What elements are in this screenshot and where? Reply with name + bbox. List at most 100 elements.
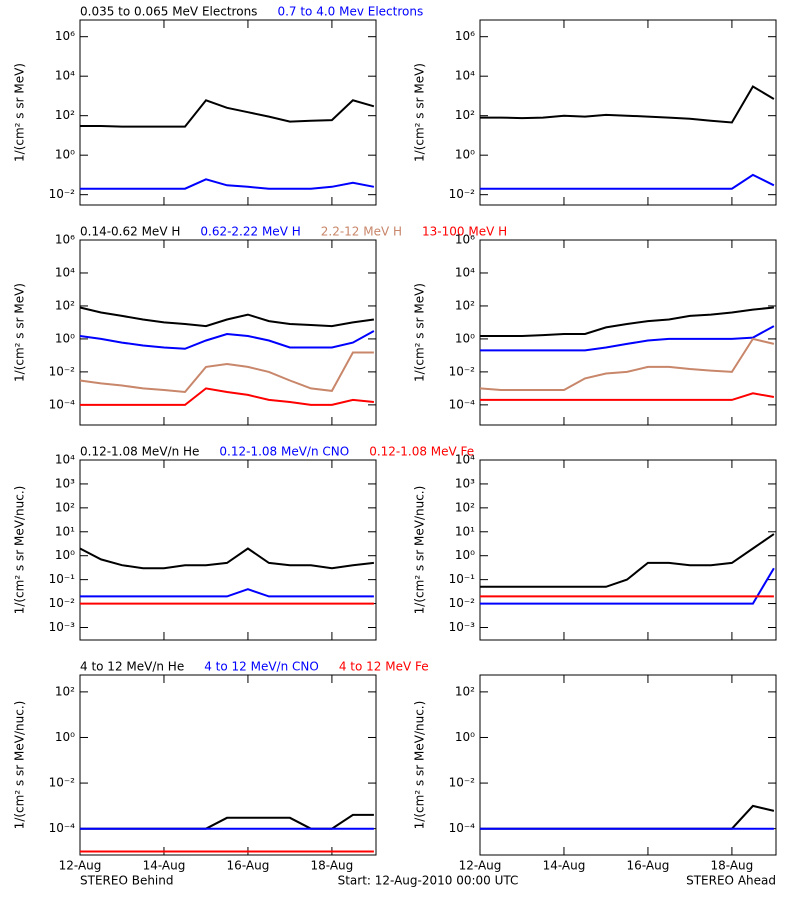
y-tick-label: 10² (55, 500, 75, 514)
y-tick-label: 10⁰ (455, 148, 475, 162)
x-tick-label: 14-Aug (543, 859, 586, 873)
legend-entry: 0.035 to 0.065 MeV Electrons (80, 5, 257, 19)
y-tick-label: 10⁰ (455, 548, 475, 562)
series-line (80, 387, 374, 406)
y-axis-label: 1/(cm² s sr MeV/nuc.) (413, 486, 427, 615)
series-line (480, 567, 775, 605)
series-line (480, 325, 775, 352)
footer-center: Start: 12-Aug-2010 00:00 UTC (338, 874, 519, 888)
y-tick-label: 10⁻² (449, 187, 476, 201)
series-line (480, 392, 775, 401)
y-tick-label: 10⁴ (55, 265, 75, 279)
plot-frame (479, 19, 777, 206)
y-axis-label: 1/(cm² s sr MeV) (413, 63, 427, 162)
y-tick-label: 10² (55, 684, 75, 698)
series-line (480, 306, 774, 337)
plot-frame (479, 459, 777, 641)
series-line (80, 813, 374, 830)
y-tick-label: 10⁻⁴ (449, 821, 476, 835)
legend-entry: 0.12-1.08 MeV/n He (80, 445, 199, 459)
y-tick-label: 10⁻³ (449, 620, 476, 634)
y-tick-label: 10² (455, 298, 475, 312)
legend-entry: 0.12-1.08 MeV/n CNO (219, 445, 349, 459)
y-tick-label: 10¹ (455, 524, 475, 538)
y-tick-label: 10⁻² (49, 776, 76, 790)
legend-entry: 4 to 12 MeV Fe (339, 660, 429, 674)
y-tick-label: 10⁶ (55, 29, 75, 43)
plot-frame (479, 674, 777, 856)
x-tick-label: 12-Aug (459, 859, 502, 873)
y-tick-label: 10² (55, 298, 75, 312)
plot-frame (79, 674, 377, 856)
legend-entry: 0.7 to 4.0 Mev Electrons (277, 5, 423, 19)
y-tick-label: 10⁻¹ (49, 572, 76, 586)
y-tick-label: 10⁴ (55, 69, 75, 83)
plot-frame (79, 239, 377, 426)
y-axis-label: 1/(cm² s sr MeV) (413, 283, 427, 382)
y-tick-label: 10⁰ (55, 148, 75, 162)
y-tick-label: 10⁶ (455, 29, 475, 43)
y-tick-label: 10⁰ (55, 331, 75, 345)
series-line (79, 306, 375, 328)
y-tick-label: 10⁰ (55, 548, 75, 562)
legend-entry: 0.62-2.22 MeV H (200, 225, 300, 239)
series-line (480, 804, 775, 830)
y-tick-label: 10⁶ (55, 233, 75, 247)
series-line (80, 588, 374, 598)
y-tick-label: 10⁻³ (49, 620, 76, 634)
series-line (80, 99, 375, 128)
series-line (480, 533, 775, 588)
series-line (479, 337, 775, 391)
y-tick-label: 10⁴ (455, 265, 475, 279)
y-tick-label: 10³ (455, 476, 475, 490)
legend-entry: 0.14-0.62 MeV H (80, 225, 180, 239)
y-axis-label: 1/(cm² s sr MeV/nuc.) (13, 701, 27, 830)
y-tick-label: 10² (455, 108, 475, 122)
legend-entry: 2.2-12 MeV H (321, 225, 402, 239)
footer-left: STEREO Behind (80, 874, 174, 888)
x-tick-label: 14-Aug (143, 859, 186, 873)
y-axis-label: 1/(cm² s sr MeV/nuc.) (13, 486, 27, 615)
y-tick-label: 10⁻² (449, 596, 476, 610)
plot-frame (79, 19, 377, 206)
y-tick-label: 10⁰ (455, 730, 475, 744)
y-tick-label: 10⁻² (49, 596, 76, 610)
x-tick-label: 16-Aug (227, 859, 270, 873)
y-tick-label: 10⁻¹ (449, 572, 476, 586)
series-line (80, 178, 375, 190)
y-tick-label: 10⁴ (55, 453, 75, 467)
series-line (79, 547, 375, 570)
y-tick-label: 10³ (55, 476, 75, 490)
y-tick-label: 10² (455, 500, 475, 514)
series-line (79, 330, 375, 350)
y-tick-label: 10¹ (55, 524, 75, 538)
series-line (480, 173, 775, 190)
plot-frame (479, 239, 777, 426)
y-tick-label: 10⁻⁴ (49, 821, 76, 835)
y-tick-label: 10⁻² (449, 776, 476, 790)
legend-entry: 13-100 MeV H (422, 225, 507, 239)
footer-right: STEREO Ahead (686, 874, 776, 888)
y-tick-label: 10⁶ (455, 233, 475, 247)
y-tick-label: 10⁰ (55, 730, 75, 744)
y-tick-label: 10² (55, 108, 75, 122)
y-tick-label: 10⁴ (455, 453, 475, 467)
y-tick-label: 10⁻⁴ (49, 397, 76, 411)
x-tick-label: 18-Aug (311, 859, 354, 873)
y-tick-label: 10⁻² (49, 364, 76, 378)
y-tick-label: 10⁻² (449, 364, 476, 378)
legend-entry: 4 to 12 MeV/n He (80, 660, 184, 674)
legend-entry: 0.12-1.08 MeV Fe (369, 445, 474, 459)
y-axis-label: 1/(cm² s sr MeV) (13, 63, 27, 162)
series-line (480, 85, 775, 124)
x-tick-label: 12-Aug (59, 859, 102, 873)
y-tick-label: 10² (455, 684, 475, 698)
legend-entry: 4 to 12 MeV/n CNO (204, 660, 319, 674)
y-tick-label: 10⁴ (455, 69, 475, 83)
y-tick-label: 10⁻⁴ (449, 397, 476, 411)
series-line (79, 351, 374, 394)
y-tick-label: 10⁻² (49, 187, 76, 201)
y-axis-label: 1/(cm² s sr MeV/nuc.) (413, 701, 427, 830)
y-tick-label: 10⁰ (455, 331, 475, 345)
